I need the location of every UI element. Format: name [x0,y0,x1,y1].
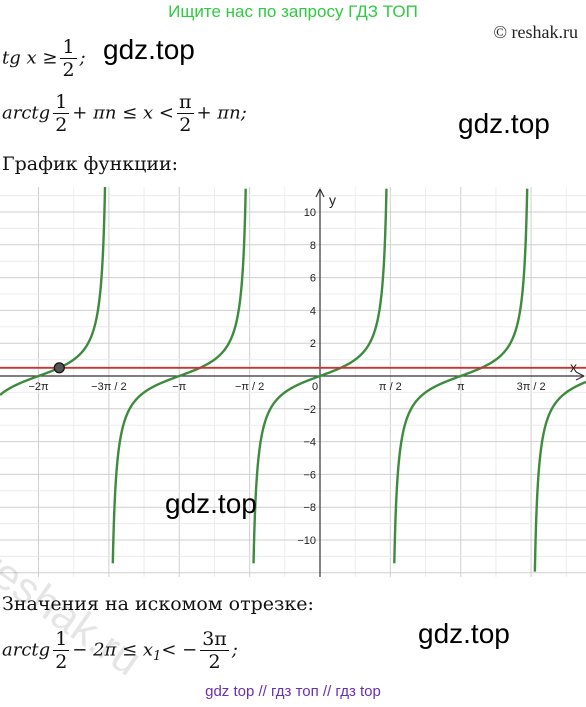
denominator: 2 [179,114,192,136]
x-tick-label: 0 [312,381,318,393]
numerator: π [177,91,194,114]
tan-curve-branch [252,188,388,564]
denominator: 2 [55,114,68,136]
inequality-line-2: arctg 1 2 + πn ≤ x < π 2 + πn; [2,91,247,136]
x-tick-label: π / 2 [379,381,402,393]
numerator: 1 [60,36,77,59]
graph-heading: График функции: [2,153,179,175]
y-tick-label: 10 [304,207,316,219]
tan-curve-branch [533,380,586,572]
x-tick-label: −π [172,381,186,393]
watermark-gdz-1: gdz.top [103,34,195,65]
inequality-line-3: arctg 1 2− 2π ≤ x1< −3π 2; [2,628,238,673]
x-tick-label: −2π [28,381,49,393]
intersection-point [53,362,65,374]
numerator: 3π [200,628,229,651]
y-tick-label: −6 [303,469,316,481]
tan-curve-branch [393,188,529,564]
line3-subscript: 1 [153,649,162,665]
x-axis-label: x [570,359,577,375]
numerator: 1 [53,628,70,651]
line2-fn: arctg [2,102,51,124]
curves [0,187,586,572]
x-tick-label: −3π / 2 [91,381,126,393]
copyright-label: © reshak.ru [493,22,578,42]
tangent-graph: −2π −3π / 2 −π −π / 2 0 π / 2 π 3π / 2 10 8 6 4 2 −2 −… [0,187,586,577]
search-banner[interactable]: Ищите нас по запросу ГДЗ ТОП [168,2,418,21]
y-tick-label: −10 [297,535,316,547]
x-tick-label: −π / 2 [235,381,264,393]
x-tick-label: π [457,381,465,393]
x-axis-arrow [575,371,585,381]
grid [0,187,586,577]
y-tick-label: −8 [303,502,316,514]
line3-fn: arctg [2,639,51,661]
y-axis-arrow [315,188,325,198]
watermark-gdz-4: gdz.top [418,618,510,649]
tick-labels: −2π −3π / 2 −π −π / 2 0 π / 2 π 3π / 2 10 8 6 4 2 −2 −… [28,192,577,547]
line2-mid: + πn ≤ x < [72,102,174,124]
denominator: 2 [62,59,75,81]
tan-curve-branch [111,188,247,564]
line3-tail: ; [231,639,238,661]
fraction: 3π 2 [200,628,229,673]
line2-tail: + πn; [196,102,247,124]
line1-lhs: tg x ≥ [2,47,58,69]
y-tick-label: 2 [310,338,316,350]
inequality-line-1: tg x ≥1 2; [2,36,86,81]
y-tick-label: 8 [310,240,316,252]
y-axis-label: y [329,192,336,208]
y-tick-label: 4 [310,305,316,317]
watermark-gdz-3: gdz.top [165,488,257,519]
axes [0,188,585,577]
y-tick-label: 6 [310,273,316,285]
line3-rel: < − [161,639,198,661]
line1-tail: ; [79,47,86,69]
x-tick-label: 3π / 2 [517,381,546,393]
denominator: 2 [208,651,221,673]
denominator: 2 [55,651,68,673]
watermark-gdz-2: gdz.top [458,108,550,139]
numerator: 1 [53,91,70,114]
bottom-links[interactable]: gdz top // гдз топ // гдз top [205,683,381,700]
y-tick-label: −4 [303,437,316,449]
segment-heading: Значения на искомом отрезке: [2,593,314,615]
line3-mid: − 2π ≤ x [72,639,154,661]
tan-curve-branch [0,187,107,396]
y-tick-label: −2 [303,404,316,416]
